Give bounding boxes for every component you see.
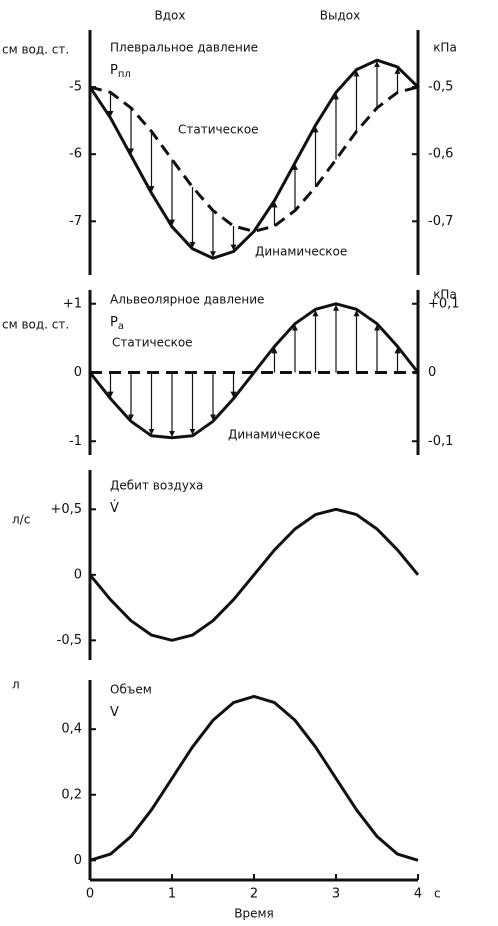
x-axis-label: Время [234, 907, 274, 921]
x-tick-label: 4 [414, 887, 422, 902]
y2-tick-label: -0,1 [428, 434, 453, 449]
symbol: V [110, 705, 119, 720]
panel-title: Дебит воздуха [110, 479, 203, 493]
quantity-symbol: Pпл [110, 63, 131, 81]
y-tick-label: -0,5 [57, 633, 82, 648]
y-tick-label: +0,5 [50, 502, 82, 517]
curve-label: Динамическое [228, 428, 320, 442]
y-tick-label: 0 [74, 567, 82, 582]
data-line [88, 302, 420, 440]
panel-title: Альвеолярное давление [110, 293, 264, 307]
y2-axis-unit: кПа [433, 288, 457, 302]
curve-label: Динамическое [255, 245, 347, 259]
y2-tick-label: -0,7 [428, 214, 453, 229]
y-tick-label: 0 [74, 365, 82, 380]
data-line [88, 507, 420, 642]
x-axis-unit: с [434, 887, 441, 901]
data-line [89, 85, 419, 233]
symbol-subscript: пл [118, 69, 131, 80]
quantity-symbol: V [110, 705, 119, 720]
y2-tick-label: 0 [428, 365, 436, 380]
symbol: V̇ [110, 500, 119, 515]
phase-label: Вдох [155, 9, 186, 23]
y-tick-label: +1 [63, 296, 82, 311]
y2-axis-unit: кПа [433, 41, 457, 55]
data-line [89, 694, 419, 862]
y-tick-label: -6 [69, 147, 82, 162]
y2-tick-label: -0,6 [428, 147, 453, 162]
curve-label: Статическое [178, 123, 259, 137]
y2-tick-label: +0,1 [428, 296, 460, 311]
y-tick-label: 0,4 [61, 722, 82, 737]
y-tick-label: -1 [69, 434, 82, 449]
phase-label: Выдох [320, 9, 360, 23]
x-tick-label: 1 [168, 887, 176, 902]
symbol-subscript: а [118, 321, 124, 332]
panel-title: Объем [110, 683, 152, 697]
y-tick-label: 0,2 [61, 787, 82, 802]
data-line [88, 58, 420, 260]
y-axis-unit: см вод. ст. [2, 318, 69, 332]
y-axis-unit: см вод. ст. [2, 43, 69, 57]
y-axis-unit: л [12, 678, 20, 692]
quantity-symbol: Pа [110, 315, 124, 333]
y-axis-unit: л/с [12, 513, 30, 527]
x-tick-label: 2 [250, 887, 258, 902]
panel-title: Плевральное давление [110, 41, 258, 55]
symbol: P [110, 63, 118, 78]
symbol: P [110, 315, 118, 330]
y-tick-label: -7 [69, 214, 82, 229]
y-tick-label: -5 [69, 80, 82, 95]
quantity-symbol: V̇ [110, 500, 119, 515]
x-tick-label: 0 [86, 887, 94, 902]
x-tick-label: 3 [332, 887, 340, 902]
y-tick-label: 0 [74, 853, 82, 868]
y2-tick-label: -0,5 [428, 80, 453, 95]
curve-label: Статическое [112, 336, 193, 350]
